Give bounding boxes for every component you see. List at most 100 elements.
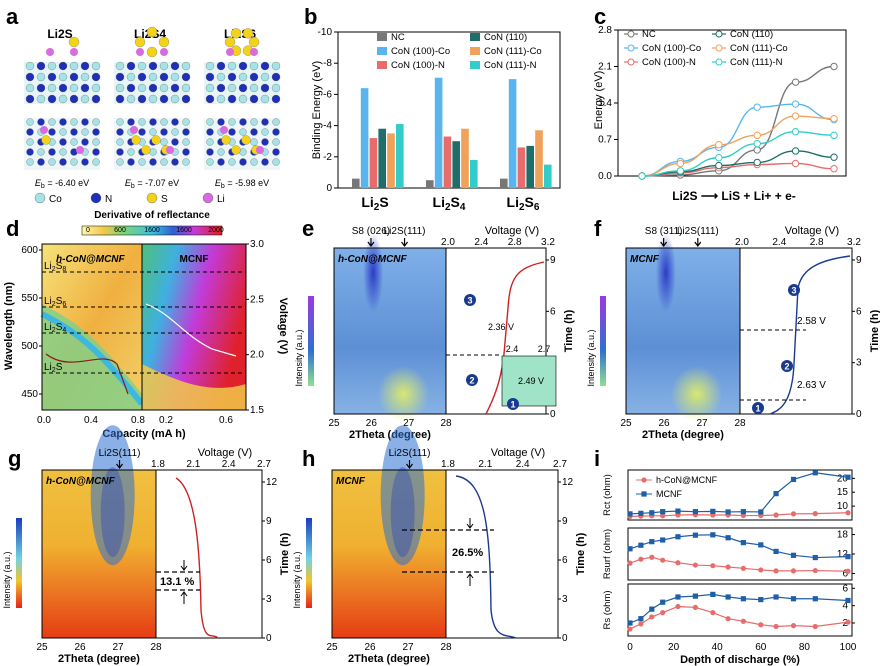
series-point [753,131,761,140]
series-point [790,476,797,483]
bar-1-3 [452,141,460,188]
time-tick-label: 0 [856,409,862,420]
annotation-249: 2.49 V [518,376,544,386]
atom [92,138,100,146]
atom [116,148,124,156]
series-point [725,564,731,570]
series-point [649,539,655,545]
intensity-colorbar [600,296,606,386]
s-b: S [56,261,63,272]
map-title: h-CoN@MCNF [46,476,116,487]
intensity-label: Intensity (a.u.) [292,551,302,608]
step-label: 2 [469,376,474,386]
atom [70,118,78,126]
atom [160,138,168,146]
series-point [791,127,800,136]
atom [36,61,46,71]
eb-value: = -7.07 eV [135,178,179,188]
step-badge [507,398,519,410]
series-point [845,568,851,574]
time-tick-label: 9 [562,516,568,527]
series-point [830,153,838,161]
plot-frame [41,469,263,639]
series-point [773,594,779,600]
intensity-label: Intensity (a.u.) [294,329,304,386]
sulfur-atom [230,28,242,39]
lithium-atom [250,48,258,56]
sulfur-atom [134,36,146,48]
series-point [758,542,764,548]
s-sub2: 6 [62,301,66,308]
legend-label: CoN (100)-Co [642,43,701,54]
series-point [649,614,655,620]
series-point [773,491,779,497]
atom [59,138,67,146]
y-tick-label: 6 [842,583,848,594]
panel-d-reflectance-map: Derivative of reflectance 0 600 1600 1600 200… [3,210,289,440]
legend-swatch-li [202,192,214,204]
series-point [627,620,633,626]
atom [260,72,270,82]
lithium-atom [160,48,168,56]
legend-marker [641,491,647,497]
atom [272,128,280,136]
y-tick-label: 0 [326,183,332,194]
eb-symbol: E [215,178,222,188]
voltage-curve [769,255,851,415]
marker-label: S8 (026) [352,226,390,237]
voltage-curve [175,477,219,639]
series-point [638,616,644,622]
lithium-atom [226,48,234,56]
y-axis-label: Binding Energy (eV) [311,61,323,159]
series-point [812,470,818,476]
arrow-down [180,560,188,571]
atom [25,72,35,82]
series-line-3 [641,150,835,177]
plot-frame [41,243,247,411]
y-tick-label: 0.7 [598,135,612,146]
bar-2-5 [544,164,552,188]
y-tick-label: 0.0 [598,171,612,182]
atom [249,94,259,104]
series-point [845,510,851,516]
atom [271,61,281,71]
x-tick-label: 25 [328,418,340,429]
atom [261,158,269,166]
y2-tick-label: 1.5 [250,405,264,416]
x-axis-label: Depth of discharge (%) [680,654,800,666]
series-point [725,594,731,600]
series-point [758,622,764,628]
sulfur-atom [231,145,241,155]
li2s-peak [670,366,723,423]
atom [127,148,135,156]
voltage-tick-label: 2.4 [222,459,236,470]
voltage-curve [485,261,545,415]
series-point [638,621,644,627]
atom [80,72,90,82]
y-tick-label: 2.1 [598,62,612,73]
atom [138,158,146,166]
x-tick-label: 28 [150,642,162,653]
series-point [710,610,716,616]
x-tick-label: 28 [440,642,452,653]
cat-b: S [451,194,460,210]
series-point [627,546,633,552]
atom [126,83,136,93]
series-point [692,562,699,568]
y2-tick-label: 2.5 [250,294,264,305]
series-point [753,146,761,154]
y-tick-label: 4 [842,601,848,612]
y-tick-label: 550 [21,293,38,304]
atom [137,61,147,71]
bar-1-5 [470,159,478,188]
atom [126,94,136,104]
legend-label: CoN (100)-N [391,60,445,71]
bar-2-4 [535,130,543,188]
atom [148,61,158,71]
legend-marker [715,30,723,38]
marker-arrow [367,238,375,247]
eb-value: = -5.98 eV [225,178,269,188]
series-point [692,593,698,599]
atom [26,138,34,146]
y-tick-label: 1.4 [598,98,612,109]
